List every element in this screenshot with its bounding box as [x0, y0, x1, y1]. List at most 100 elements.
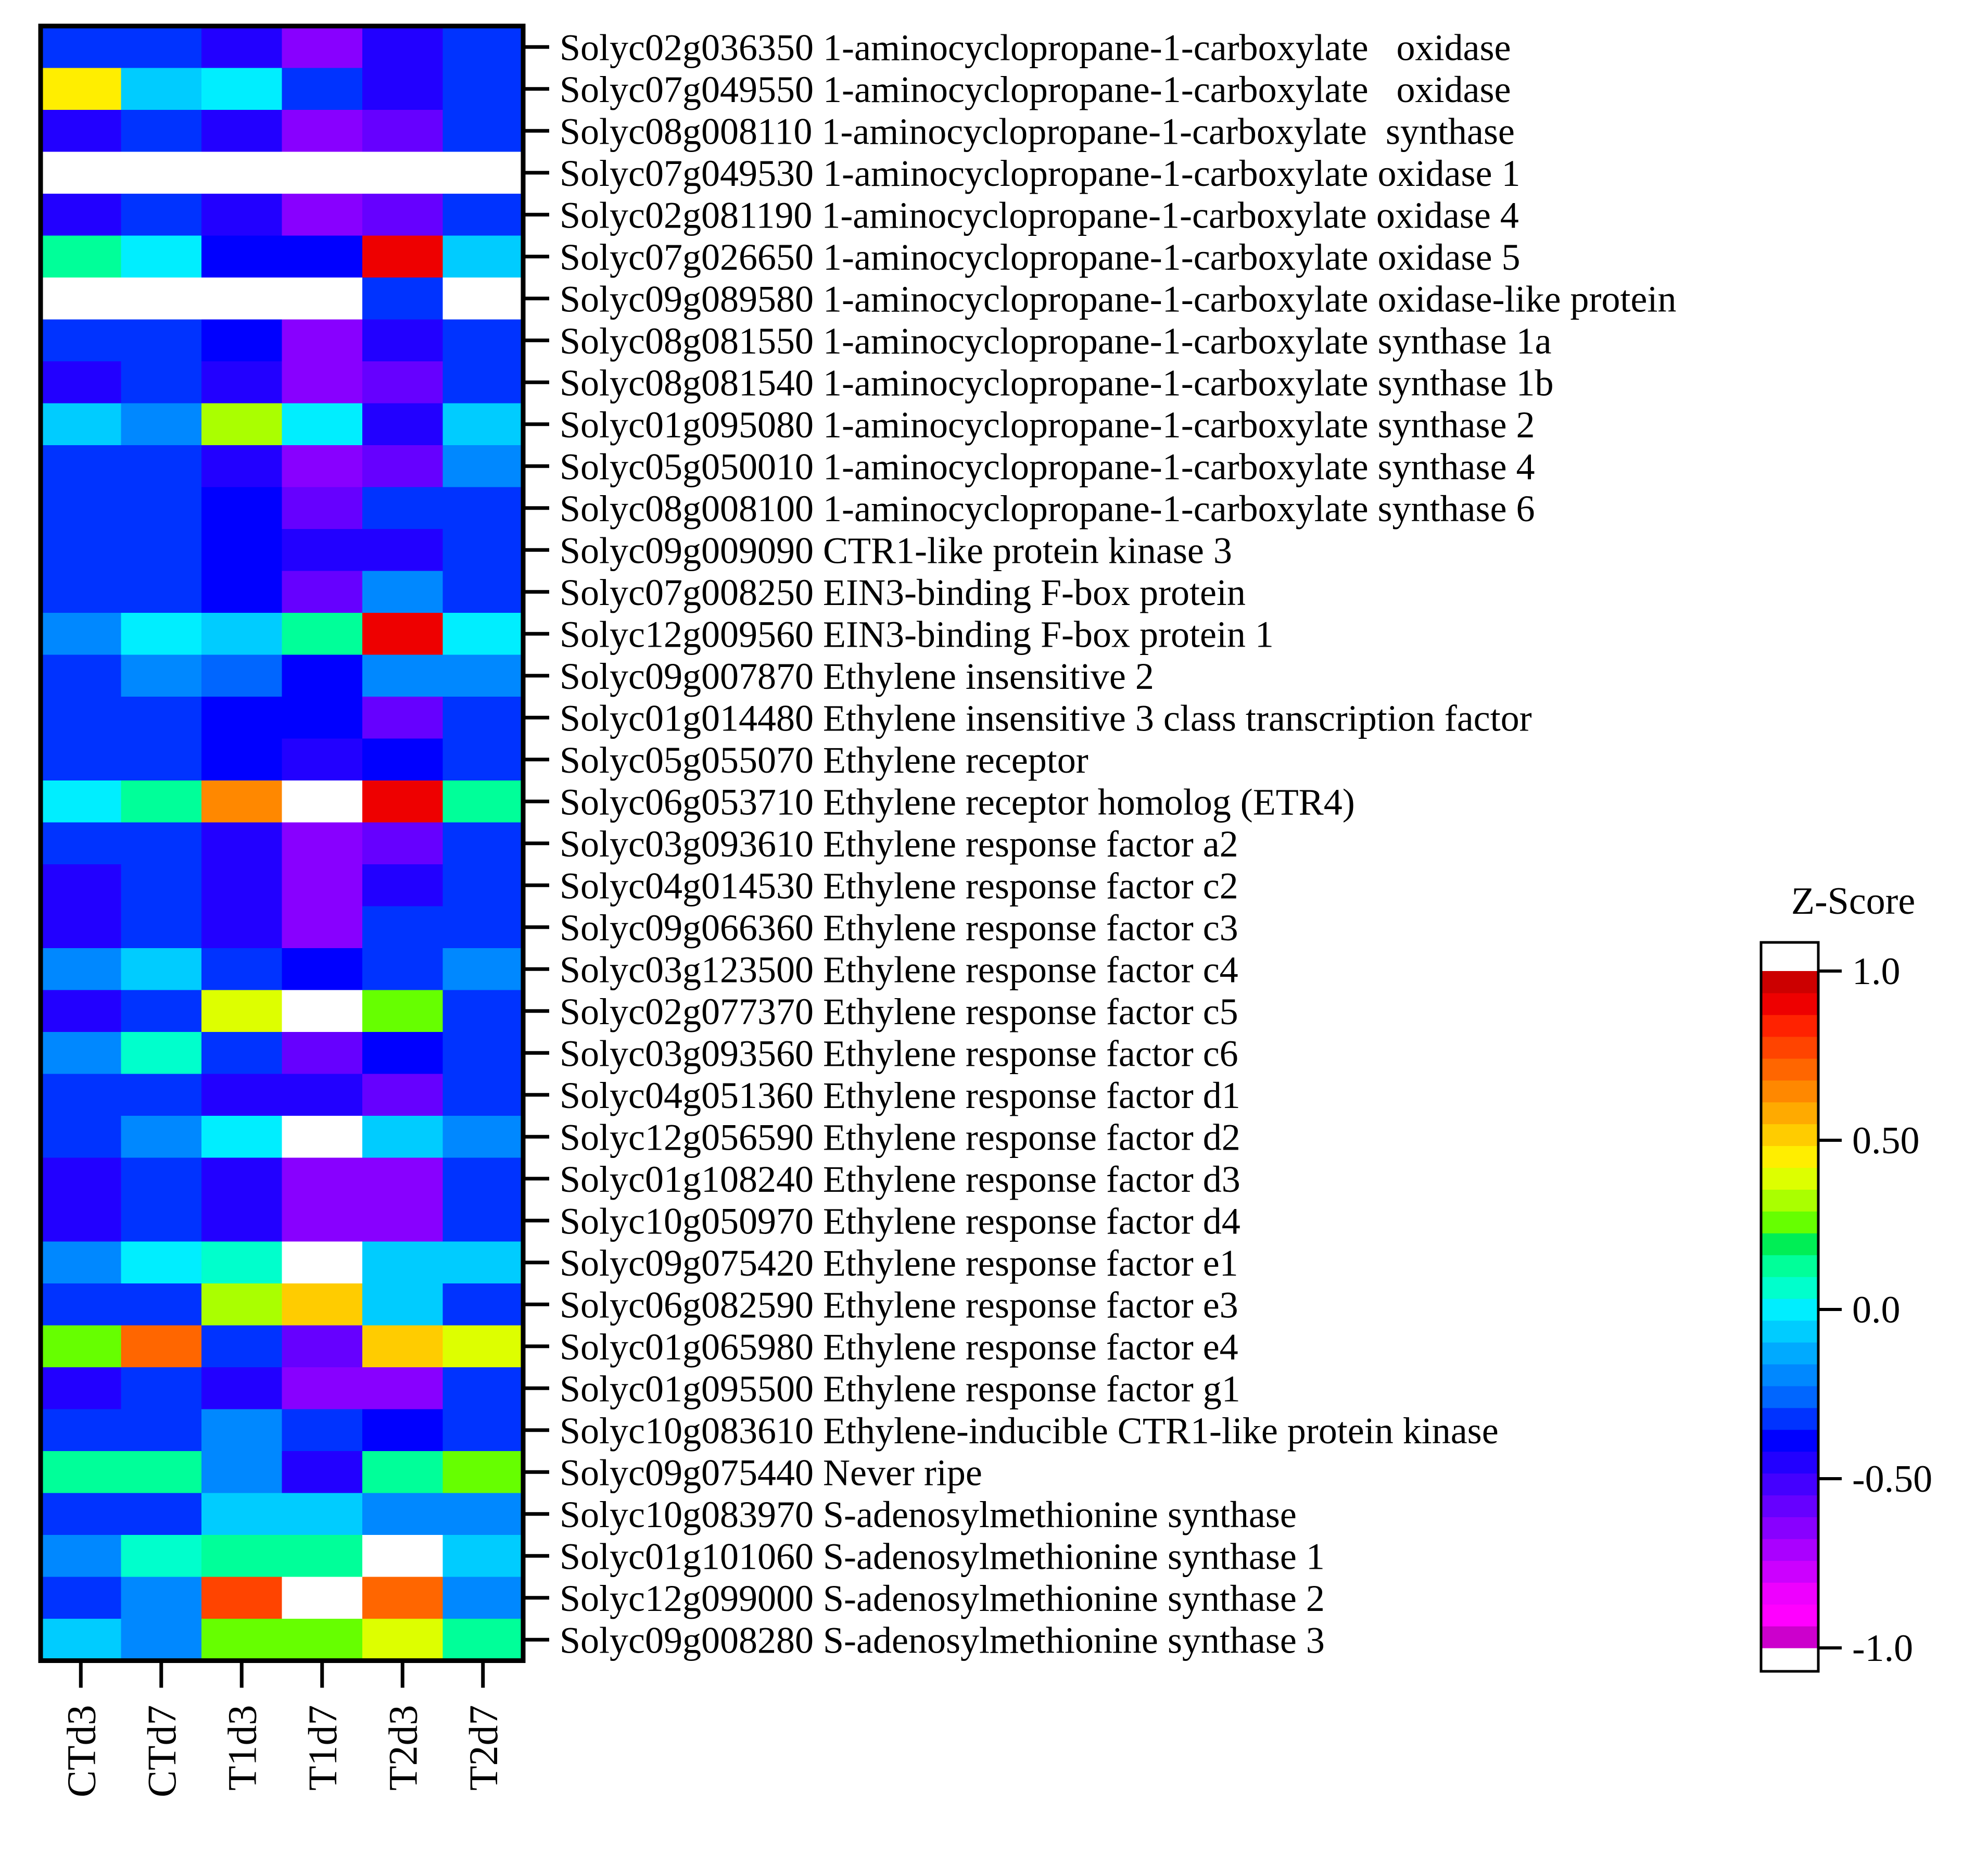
heatmap-cell [442, 403, 524, 446]
heatmap-cell [282, 780, 363, 823]
heatmap-cell [442, 1032, 524, 1075]
heatmap-cell [201, 780, 283, 823]
heatmap-cell [201, 26, 283, 69]
color-scale-tick-label: 0.50 [1852, 1119, 1920, 1162]
heatmap-cell [362, 1032, 444, 1075]
heatmap-cell [201, 68, 283, 110]
heatmap-cell [362, 780, 444, 823]
heatmap-cell [41, 697, 122, 739]
heatmap-cell [121, 990, 202, 1032]
heatmap-cell [282, 1283, 363, 1326]
heatmap-cell [442, 26, 524, 69]
heatmap-cell [121, 864, 202, 907]
heatmap-cell [41, 948, 122, 991]
row-label: Solyc07g049530 1-aminocyclopropane-1-car… [560, 153, 1520, 194]
column-label: T2d3 [380, 1705, 425, 1791]
column-labels: CTd3 CTd7 T1d3 T1d7 T2d3 T2d7 [58, 1705, 506, 1798]
heatmap-cell [41, 403, 122, 446]
heatmap-cell [41, 738, 122, 781]
heatmap-cell [41, 780, 122, 823]
color-scale-swatch [1761, 1124, 1818, 1147]
color-scale-tick-label: 1.0 [1852, 950, 1901, 993]
heatmap-cell [121, 571, 202, 613]
heatmap-cell [282, 361, 363, 404]
heatmap-cell [41, 822, 122, 865]
heatmap-cell [41, 1074, 122, 1116]
heatmap-cell [442, 1451, 524, 1494]
heatmap-cell [442, 613, 524, 656]
row-label: Solyc01g095080 1-aminocyclopropane-1-car… [560, 404, 1535, 446]
color-scale-legend: Z-Score 1.0 0.50 0.0 -0.50 -1.0 [1759, 880, 1932, 1673]
row-label: Solyc01g065980 Ethylene response factor … [560, 1326, 1238, 1368]
color-scale-swatch [1761, 992, 1818, 1015]
heatmap-cell [121, 1367, 202, 1410]
heatmap-cell [282, 1074, 363, 1116]
heatmap-cell [201, 194, 283, 236]
heatmap-cell [362, 738, 444, 781]
heatmap-cell [282, 110, 363, 153]
heatmap-cell [121, 235, 202, 278]
heatmap-cell [41, 1116, 122, 1158]
heatmap-cell [121, 1074, 202, 1116]
color-scale-overflow-high [1761, 942, 1818, 971]
heatmap-cell [362, 864, 444, 907]
column-label: T1d3 [219, 1705, 264, 1791]
color-scale-title: Z-Score [1791, 880, 1915, 923]
heatmap-cell [201, 864, 283, 907]
heatmap-cell [362, 1451, 444, 1494]
color-scale-swatch [1761, 1385, 1818, 1408]
row-label: Solyc09g009090 CTR1-like protein kinase … [560, 530, 1232, 571]
heatmap-cell [362, 1241, 444, 1284]
color-scale-swatch [1761, 1320, 1818, 1343]
heatmap-cell [362, 697, 444, 739]
heatmap-cell [121, 361, 202, 404]
heatmap-cell [442, 1367, 524, 1410]
heatmap-cell [121, 1283, 202, 1326]
heatmap-cell [41, 1157, 122, 1200]
heatmap-cell [41, 1367, 122, 1410]
heatmap-cell [362, 1409, 444, 1452]
heatmap-cell [121, 1451, 202, 1494]
row-label: Solyc10g083970 S-adenosylmethionine synt… [560, 1494, 1297, 1535]
heatmap-cell [121, 697, 202, 739]
heatmap-cell [282, 1577, 363, 1619]
heatmap-cell [41, 235, 122, 278]
heatmap-cell [442, 1283, 524, 1326]
row-label: Solyc06g053710 Ethylene receptor homolog… [560, 781, 1355, 823]
color-scale-swatch [1761, 1102, 1818, 1125]
heatmap-cell [121, 738, 202, 781]
column-label: T1d7 [300, 1705, 345, 1791]
heatmap-cell [121, 487, 202, 530]
heatmap-cell [442, 1409, 524, 1452]
heatmap-cell [282, 194, 363, 236]
heatmap-cell [201, 1577, 283, 1619]
row-label: Solyc03g093610 Ethylene response factor … [560, 823, 1238, 865]
heatmap-cell [282, 1535, 363, 1578]
heatmap-cell [362, 529, 444, 572]
row-label: Solyc04g051360 Ethylene response factor … [560, 1075, 1240, 1116]
heatmap-cell [121, 1200, 202, 1242]
heatmap-cell [362, 948, 444, 991]
heatmap-cell [362, 1325, 444, 1368]
color-scale-swatch [1761, 1299, 1818, 1321]
heatmap-cell [41, 654, 122, 697]
row-label: Solyc01g108240 Ethylene response factor … [560, 1158, 1240, 1200]
heatmap-cell [282, 697, 363, 739]
heatmap-cell [121, 445, 202, 488]
heatmap-cell [282, 571, 363, 613]
column-ticks [79, 1660, 485, 1688]
heatmap-cell [362, 990, 444, 1032]
row-label: Solyc07g049550 1-aminocyclopropane-1-car… [560, 69, 1511, 110]
heatmap-cell [282, 654, 363, 697]
heatmap-cell [282, 1032, 363, 1075]
heatmap-cell [41, 1283, 122, 1326]
heatmap-cell [282, 152, 363, 194]
heatmap-cell [442, 571, 524, 613]
heatmap-cell [201, 822, 283, 865]
row-label: Solyc09g007870 Ethylene insensitive 2 [560, 656, 1154, 697]
heatmap-cell [41, 906, 122, 949]
row-label: Solyc08g008100 1-aminocyclopropane-1-car… [560, 488, 1535, 530]
heatmap-cell [121, 319, 202, 362]
heatmap-cell [442, 278, 524, 320]
heatmap-cell [282, 1325, 363, 1368]
